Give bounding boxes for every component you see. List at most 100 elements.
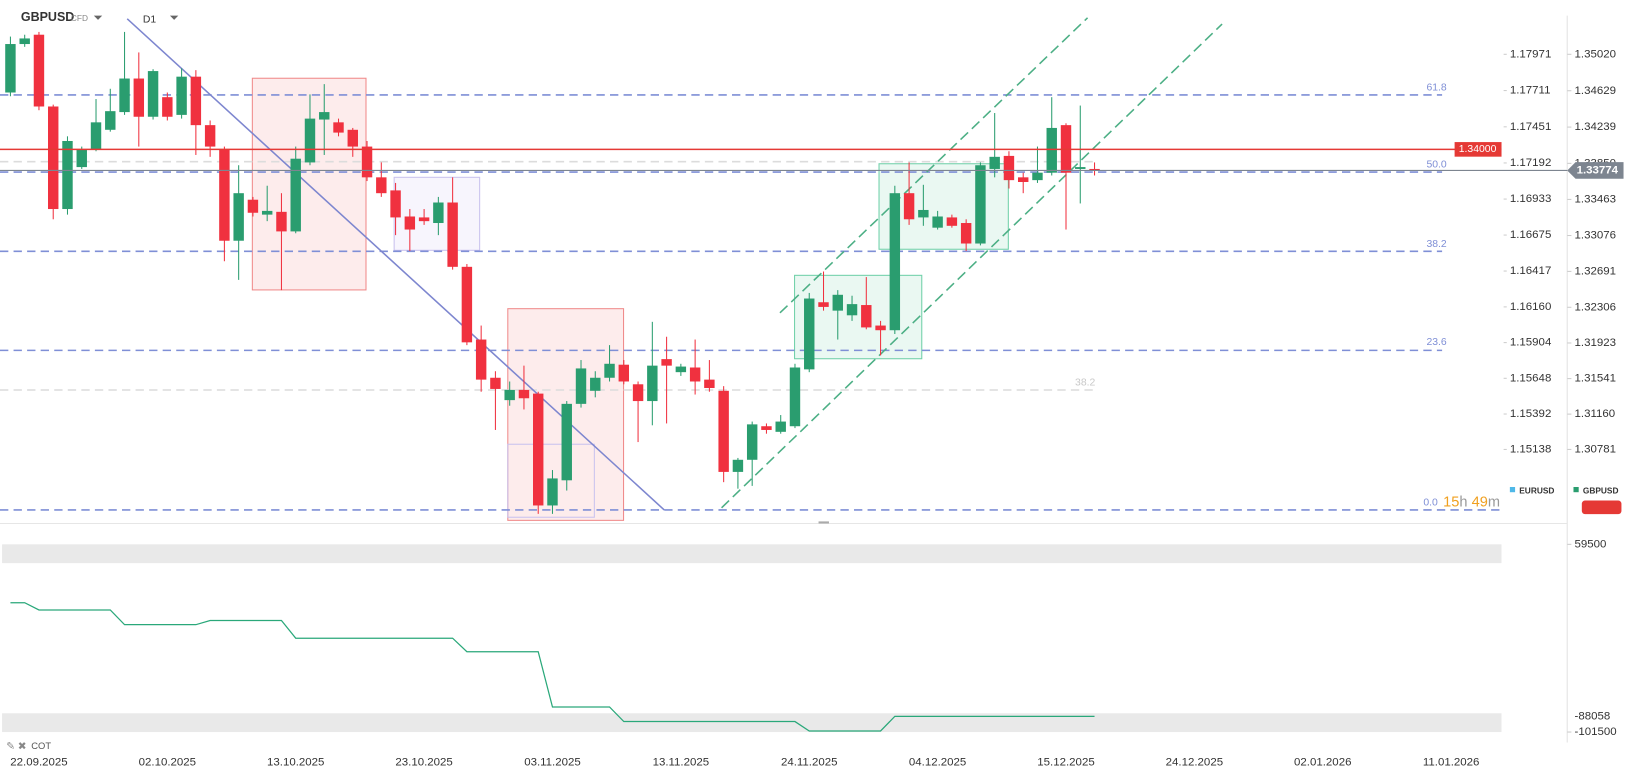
- candle-body: [875, 325, 886, 331]
- zone-box: [251, 77, 367, 291]
- y2-tick-label: 1.15904: [1510, 337, 1552, 349]
- candle-body: [718, 390, 729, 472]
- candle-body: [575, 368, 587, 404]
- candle-body: [746, 424, 758, 460]
- candle-body: [33, 34, 45, 107]
- candle-body: [1017, 177, 1029, 183]
- legend-label: EURUSD: [1519, 485, 1554, 495]
- fib-label: 50.0: [1426, 160, 1446, 171]
- edit-icon[interactable]: ✎: [6, 741, 15, 752]
- candle-body: [832, 294, 843, 311]
- indicator-tick-label: 59500: [1575, 538, 1607, 550]
- candle-body: [361, 146, 373, 178]
- symbol[interactable]: GBPUSD: [21, 10, 74, 24]
- candle-body: [547, 478, 558, 506]
- candle-body: [233, 193, 244, 241]
- candle-body: [490, 377, 501, 389]
- candle-body: [276, 211, 287, 232]
- y-tick-label: 1.32306: [1575, 301, 1616, 313]
- price-tag: [1567, 162, 1624, 179]
- close-icon[interactable]: ✖: [18, 741, 27, 752]
- y-tick-label: 1.31923: [1575, 337, 1616, 349]
- y-tick-label: 1.33076: [1575, 230, 1616, 242]
- y2-tick-label: 1.16675: [1510, 229, 1551, 241]
- candle-body: [162, 97, 173, 117]
- dropdown-icon[interactable]: [169, 15, 179, 20]
- candle-body: [889, 193, 901, 331]
- candle-body: [247, 199, 259, 213]
- candle-body: [946, 217, 958, 226]
- price-tag: [1454, 142, 1502, 157]
- zone-box: [794, 274, 923, 360]
- candle-body: [105, 111, 116, 130]
- fib-label: 38.2: [1075, 377, 1095, 388]
- zone-box: [878, 163, 1009, 250]
- x-tick-label: 02.01.2026: [1294, 756, 1351, 768]
- x-tick-label: 02.10.2025: [139, 756, 196, 768]
- candle-body: [1075, 167, 1086, 169]
- price-tag-label: 1.34000: [1459, 144, 1497, 155]
- dropdown-icon[interactable]: [93, 15, 103, 20]
- price-tag-label: 1.33774: [1577, 164, 1619, 176]
- countdown: 15h 49m: [1443, 494, 1500, 510]
- candle-body: [604, 363, 615, 378]
- y-tick-label: 1.32691: [1575, 265, 1616, 277]
- candle-body: [376, 177, 387, 194]
- fib-label: 38.2: [1426, 239, 1446, 250]
- candle-body: [90, 122, 102, 150]
- candle-body: [504, 389, 515, 401]
- fib-levels: [0, 94, 1502, 511]
- candle-body: [147, 71, 159, 117]
- candle-body: [804, 298, 815, 370]
- timeframe[interactable]: D1: [143, 15, 157, 26]
- countdown-unit: h: [1459, 494, 1467, 510]
- indicator-tick-label: -101500: [1575, 726, 1617, 738]
- y2-tick-label: 1.16417: [1510, 265, 1551, 277]
- candle-body: [190, 76, 202, 126]
- candle-body: [1089, 168, 1100, 171]
- fib-label: 23.6: [1426, 337, 1446, 348]
- candle-body: [119, 78, 130, 113]
- candle-body: [761, 426, 772, 430]
- candle-body: [789, 367, 801, 427]
- y-tick-label: 1.35020: [1575, 48, 1616, 60]
- fib-label: 61.8: [1426, 82, 1446, 93]
- candle-body: [775, 421, 786, 432]
- trend-line: [126, 18, 665, 511]
- x-tick-label: 24.11.2025: [781, 756, 838, 768]
- indicator-name: COT: [31, 741, 51, 751]
- countdown-hours: 15: [1443, 494, 1459, 510]
- fib-label: 0.0: [1423, 497, 1438, 508]
- candle-body: [818, 302, 829, 307]
- channel-line: [779, 17, 1089, 314]
- candle-body: [319, 112, 330, 120]
- candle-body: [618, 364, 630, 382]
- candle-body: [732, 459, 744, 472]
- y-tick-label: 1.31160: [1575, 408, 1616, 420]
- y2-tick-label: 1.17971: [1510, 48, 1551, 60]
- candle-body: [960, 223, 972, 244]
- candle-body: [304, 118, 316, 163]
- y2-tick-label: 1.15138: [1510, 443, 1551, 455]
- candle-body: [62, 140, 73, 210]
- candle-body: [590, 377, 601, 391]
- candle-body: [903, 193, 915, 220]
- candle-body: [518, 389, 530, 399]
- y-tick-label: 1.34629: [1575, 85, 1616, 97]
- x-tick-label: 15.12.2025: [1037, 756, 1094, 768]
- legend-swatch: [1509, 486, 1516, 493]
- countdown-minutes: 49: [1472, 494, 1488, 510]
- candle-body: [133, 78, 145, 117]
- x-tick-label: 03.11.2025: [524, 756, 581, 768]
- legend-label: GBPUSD: [1583, 485, 1619, 495]
- candle-body: [675, 366, 687, 373]
- x-tick-label: 13.10.2025: [267, 756, 324, 768]
- fib-labels: 61.8 50.0 38.2 23.6 0.0 38.2: [1075, 82, 1447, 508]
- candle-body: [918, 209, 929, 218]
- candle-body: [261, 210, 273, 215]
- candle-body: [632, 384, 644, 402]
- candle-body: [661, 359, 672, 366]
- x-tick-label: 22.09.2025: [10, 756, 67, 768]
